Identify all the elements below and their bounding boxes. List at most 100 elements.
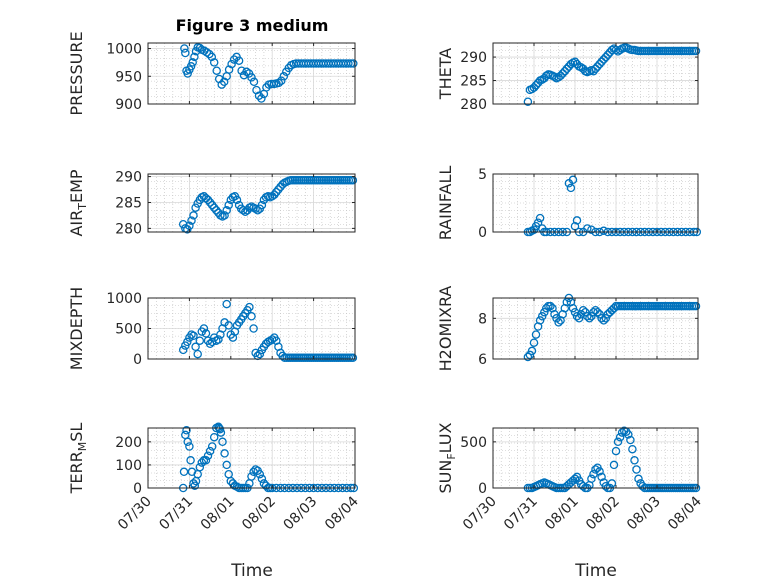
y-axis-label-4: RAINFALL [436,166,455,241]
data-point [611,45,621,55]
x-axis-label-left: Time [230,561,273,581]
y-tick-label: 280 [460,97,487,113]
data-point [591,465,600,474]
data-point [182,426,191,435]
data-point [193,349,202,359]
data-point [274,78,284,88]
data-point [191,342,200,352]
data-point [277,76,286,85]
data-point [183,69,192,78]
data-point [220,449,229,458]
data-point [209,203,219,212]
data-point [247,312,256,321]
data-point [212,66,221,75]
data-point [570,474,580,484]
subplot-6: 6 8 H2OMIXRA [436,286,701,372]
y-tick-label: 290 [460,50,487,66]
data-point [533,218,543,227]
data-point [535,213,545,223]
data-point [257,200,267,210]
data-point [179,467,189,477]
y-axis-label-6: H2OMIXRA [436,286,455,372]
y-tick-label: 290 [115,170,142,186]
data-point [597,314,606,323]
data-point [257,94,266,103]
data-point [199,324,209,333]
data-point [595,467,604,476]
data-point [253,206,262,215]
data-point [583,312,592,321]
data-point [189,211,198,220]
subplot-3: 280 285 290 AIRTEMP [67,169,358,237]
data-point [190,52,199,62]
data-point [628,444,637,454]
data-point [542,71,551,81]
data-point [215,424,225,434]
data-point [572,216,582,225]
subplot-4: 0 5 RAINFALL [436,166,702,241]
y-tick-label: 285 [460,74,487,90]
data-point [550,72,559,82]
data-point [186,62,196,71]
data-point [556,71,565,81]
data-point [214,335,223,344]
y-tick-label: 6 [478,352,487,368]
data-point [178,219,188,229]
figure-title: Figure 3 medium [176,16,329,35]
data-point [191,203,200,212]
data-point [537,312,547,321]
data-point [207,200,217,210]
data-point [229,55,239,64]
data-point [203,451,213,460]
data-point [234,56,244,65]
subplot-5: 0 500 1000 MIXDEPTH [67,287,358,370]
y-tick-label: 0 [478,481,487,497]
data-point [227,59,236,69]
data-point [270,190,279,199]
y-tick-label: 5 [478,167,487,183]
data-point [546,301,555,311]
data-point [609,460,619,470]
data-point [178,345,188,355]
data-point [279,72,289,81]
data-point [634,474,643,484]
y-axis-label-1: PRESSURE [67,31,86,115]
data-point [348,353,358,363]
data-point [195,462,205,472]
data-point [587,474,596,484]
y-tick-label: 950 [115,69,142,85]
data-point [205,49,214,59]
data-point [207,52,217,62]
y-axis-label-2: THETA [436,48,455,100]
axes-box [147,427,356,489]
data-point [220,211,229,220]
y-tick-label: 500 [460,435,487,451]
data-point [566,59,576,69]
data-point [207,442,217,451]
axes-box [492,427,699,489]
data-point [572,312,582,321]
data-point [550,310,559,319]
data-point [232,195,242,205]
y-tick-label: 8 [478,311,487,327]
y-tick-label: 0 [133,352,142,368]
data-point [209,58,219,67]
y-tick-label: 285 [115,195,142,211]
data-point [218,437,227,447]
data-point [607,479,617,488]
data-point [587,225,596,234]
y-tick-label: 280 [115,221,142,237]
data-point [222,299,231,309]
data-point [217,80,226,89]
data-point [189,331,198,341]
y-tick-label: 0 [133,481,142,497]
y-tick-label: 900 [115,97,142,113]
data-point [599,316,608,325]
data-point [349,59,358,68]
y-tick-label: 500 [115,322,142,338]
data-point [259,479,269,488]
data-point [205,198,215,207]
y-axis-label-7: TERRMSL [67,423,89,495]
data-point [257,474,267,484]
y-axis-label-3: AIRTEMP [67,169,89,236]
